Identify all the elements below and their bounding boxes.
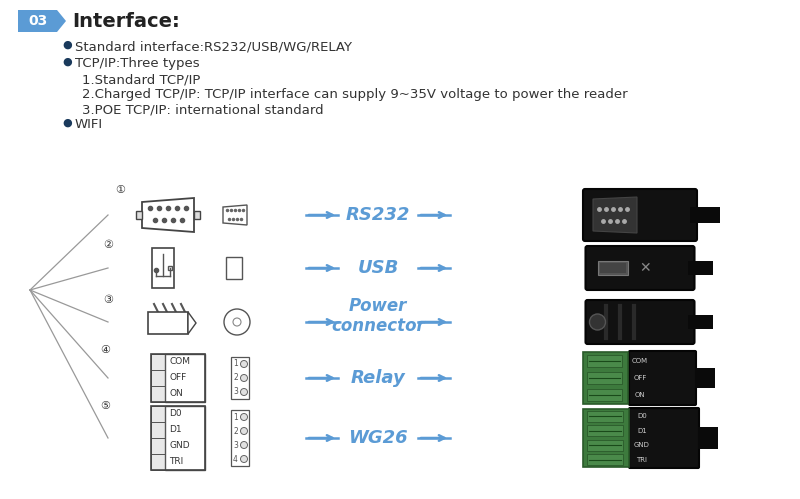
Bar	[586, 454, 622, 465]
Bar	[151, 454, 165, 470]
Circle shape	[224, 309, 250, 335]
Text: TCP/IP:Three types: TCP/IP:Three types	[75, 57, 200, 70]
Text: USB: USB	[358, 259, 398, 277]
Text: 1: 1	[233, 413, 238, 422]
Circle shape	[241, 360, 247, 367]
Text: D0: D0	[637, 413, 647, 419]
Polygon shape	[142, 198, 194, 232]
FancyBboxPatch shape	[629, 408, 699, 468]
Text: 1.Standard TCP/IP: 1.Standard TCP/IP	[82, 73, 200, 86]
FancyBboxPatch shape	[583, 189, 697, 241]
Bar	[151, 422, 165, 438]
Text: GND: GND	[169, 442, 190, 451]
Bar	[148, 312, 188, 334]
Bar	[586, 440, 622, 451]
Bar	[151, 354, 205, 402]
Text: TRI: TRI	[169, 458, 183, 467]
Bar	[165, 406, 205, 470]
Circle shape	[241, 414, 247, 421]
Polygon shape	[188, 312, 196, 334]
Text: ①: ①	[115, 185, 125, 195]
FancyBboxPatch shape	[586, 300, 694, 344]
Text: ⑤: ⑤	[100, 401, 110, 411]
Bar	[151, 386, 165, 402]
Bar	[695, 368, 715, 388]
Text: WG26: WG26	[348, 429, 408, 447]
Bar	[165, 354, 205, 402]
Bar	[598, 261, 627, 275]
Text: D0: D0	[169, 410, 182, 419]
Bar	[586, 355, 622, 367]
Text: ③: ③	[103, 295, 113, 305]
Text: 3: 3	[233, 388, 238, 397]
Bar	[151, 370, 165, 386]
Bar	[151, 406, 165, 422]
Text: Standard interface:RS232/USB/WG/RELAY: Standard interface:RS232/USB/WG/RELAY	[75, 40, 352, 53]
Bar	[687, 261, 713, 275]
Text: ON: ON	[634, 392, 646, 398]
Text: COM: COM	[169, 357, 190, 366]
Text: OFF: OFF	[634, 375, 646, 381]
Bar	[151, 406, 205, 470]
Circle shape	[241, 389, 247, 396]
Bar	[586, 372, 622, 384]
Text: ON: ON	[169, 390, 182, 399]
Bar	[152, 248, 174, 288]
Text: GND: GND	[634, 442, 650, 448]
Text: TRI: TRI	[637, 457, 647, 463]
Text: OFF: OFF	[169, 373, 186, 383]
Polygon shape	[223, 205, 247, 225]
Text: ④: ④	[100, 345, 110, 355]
Text: Power
connector: Power connector	[331, 296, 425, 335]
Bar	[599, 263, 626, 273]
Bar	[231, 357, 249, 399]
Text: ●: ●	[62, 118, 72, 128]
Bar	[226, 257, 242, 279]
Text: 1: 1	[233, 359, 238, 368]
Bar	[690, 207, 720, 223]
Circle shape	[241, 375, 247, 382]
Bar	[687, 315, 713, 329]
Text: 2: 2	[233, 373, 238, 383]
FancyBboxPatch shape	[586, 246, 694, 290]
Circle shape	[590, 314, 606, 330]
Text: WIFI: WIFI	[75, 118, 103, 131]
Text: D1: D1	[169, 426, 182, 435]
Text: 2: 2	[233, 427, 238, 436]
Text: ●: ●	[62, 40, 72, 50]
Text: Interface:: Interface:	[72, 11, 180, 30]
Text: 03: 03	[28, 14, 48, 28]
Bar	[698, 427, 718, 449]
Bar	[151, 354, 165, 370]
Circle shape	[241, 456, 247, 463]
FancyBboxPatch shape	[629, 351, 696, 405]
Text: ✕: ✕	[639, 261, 651, 275]
Bar	[586, 389, 622, 401]
Bar	[582, 352, 627, 404]
Bar	[194, 211, 200, 219]
Bar	[136, 211, 142, 219]
Text: 3.POE TCP/IP: international standard: 3.POE TCP/IP: international standard	[82, 103, 324, 116]
Polygon shape	[593, 197, 637, 233]
Polygon shape	[18, 10, 66, 32]
Bar	[586, 411, 622, 422]
Text: ②: ②	[103, 240, 113, 250]
Bar	[151, 438, 165, 454]
Circle shape	[241, 442, 247, 449]
Text: RS232: RS232	[346, 206, 410, 224]
Text: ●: ●	[62, 57, 72, 67]
Text: 3: 3	[233, 441, 238, 450]
Bar	[586, 425, 622, 436]
Circle shape	[233, 318, 241, 326]
Text: D1: D1	[637, 428, 647, 434]
Circle shape	[241, 428, 247, 435]
Bar	[231, 410, 249, 466]
Text: 4: 4	[233, 455, 238, 464]
Bar	[582, 409, 629, 467]
Bar	[168, 266, 172, 270]
Text: 2.Charged TCP/IP: TCP/IP interface can supply 9~35V voltage to power the reader: 2.Charged TCP/IP: TCP/IP interface can s…	[82, 88, 628, 101]
Text: COM: COM	[632, 358, 648, 364]
Text: Relay: Relay	[350, 369, 406, 387]
